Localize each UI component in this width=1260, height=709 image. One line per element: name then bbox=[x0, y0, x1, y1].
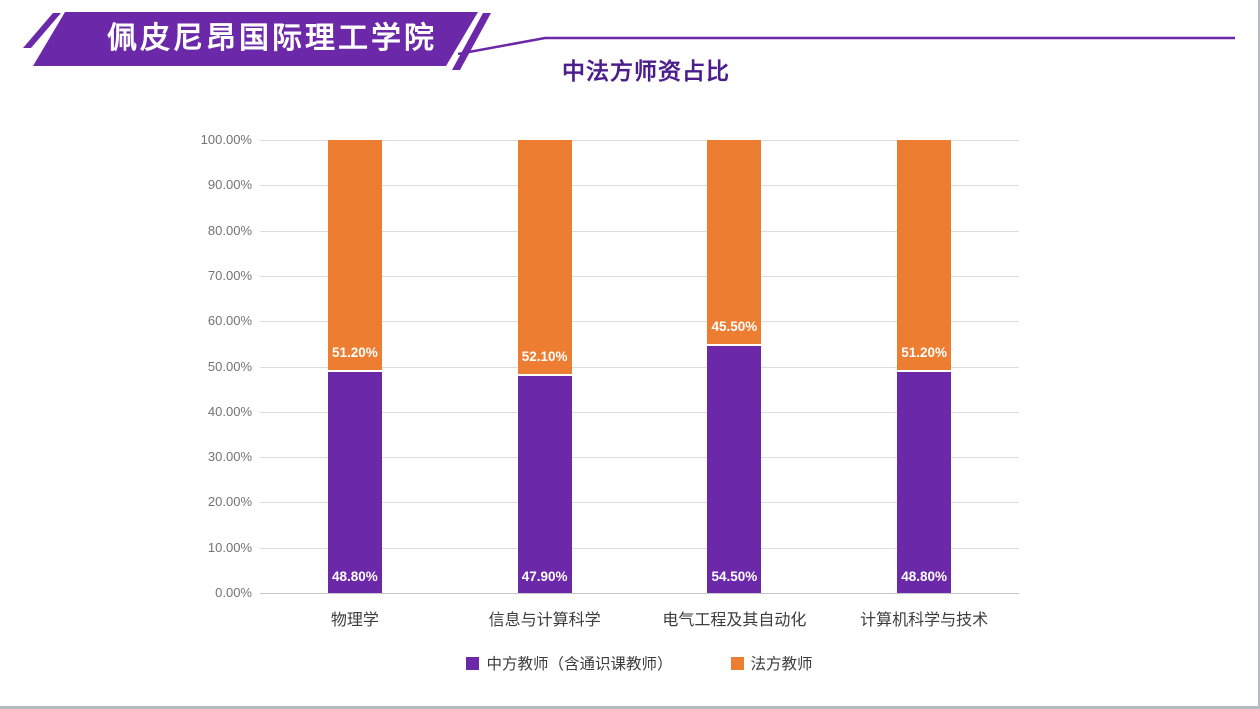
header-banner-graphic bbox=[23, 12, 1235, 70]
bar-segment-french bbox=[707, 140, 762, 345]
y-gridline bbox=[260, 321, 1019, 323]
y-axis-tick-label: 0.00% bbox=[215, 585, 252, 600]
data-label-french: 45.50% bbox=[711, 319, 758, 335]
y-gridline bbox=[260, 366, 1019, 368]
y-axis-tick-label: 20.00% bbox=[207, 494, 252, 510]
y-axis-tick-label: 80.00% bbox=[207, 222, 252, 238]
y-axis-tick-label: 10.00% bbox=[207, 539, 252, 555]
bar-segment-french bbox=[327, 140, 382, 370]
data-label-chinese: 48.80% bbox=[901, 569, 947, 584]
bar-segment-chinese bbox=[897, 371, 952, 593]
y-axis-tick-label: 100.00% bbox=[200, 132, 252, 147]
banner-right-slash bbox=[452, 13, 491, 70]
x-axis-line bbox=[260, 593, 1019, 594]
header-rule-line bbox=[457, 36, 1235, 56]
y-axis-tick-label: 60.00% bbox=[207, 313, 252, 329]
banner-shape bbox=[33, 12, 478, 66]
y-axis-tick-label: 40.00% bbox=[207, 403, 252, 419]
x-axis-category-label: 信息与计算科学 bbox=[488, 612, 601, 629]
bar-segment-chinese bbox=[707, 346, 762, 593]
legend-swatch-icon bbox=[730, 656, 744, 670]
data-label-chinese: 48.80% bbox=[331, 569, 378, 584]
chart-title: 中法方师资占比 bbox=[562, 58, 730, 84]
y-gridline bbox=[260, 502, 1019, 504]
legend-item-french-teachers: 法方教师 bbox=[730, 652, 813, 674]
data-label-chinese: 47.90% bbox=[521, 569, 568, 584]
y-axis-tick-label: 30.00% bbox=[207, 449, 252, 465]
x-axis-category-label: 电气工程及其自动化 bbox=[662, 612, 807, 629]
banner-left-slash bbox=[23, 13, 61, 48]
y-gridline bbox=[260, 230, 1019, 232]
data-label-french: 51.20% bbox=[901, 344, 947, 360]
data-label-french: 52.10% bbox=[521, 349, 568, 364]
bar-segment-chinese bbox=[327, 371, 382, 593]
y-gridline bbox=[260, 185, 1019, 187]
y-gridline bbox=[260, 457, 1019, 459]
x-axis-category-label: 计算机科学与技术 bbox=[860, 612, 989, 629]
legend-label: 中方教师（含通识课教师） bbox=[486, 656, 673, 673]
x-axis-category-label: 物理学 bbox=[330, 612, 379, 629]
legend-swatch-icon bbox=[466, 656, 480, 670]
y-axis-tick-label: 90.00% bbox=[207, 177, 252, 193]
y-gridline bbox=[260, 140, 1019, 141]
y-gridline bbox=[260, 411, 1019, 413]
y-axis-tick-label: 50.00% bbox=[207, 358, 252, 374]
data-label-french: 51.20% bbox=[331, 344, 378, 360]
school-name-banner: 佩皮尼昂国际理工学院 bbox=[107, 22, 437, 55]
y-axis-tick-label: 70.00% bbox=[207, 267, 252, 283]
chart-legend: 中方教师（含通识课教师） 法方教师 bbox=[260, 652, 1019, 674]
bar-segment-french bbox=[517, 140, 572, 374]
bar-segment-french bbox=[897, 140, 952, 370]
bar-segment-chinese bbox=[517, 376, 572, 593]
y-gridline bbox=[260, 547, 1019, 549]
legend-label: 法方教师 bbox=[750, 656, 813, 673]
data-label-chinese: 54.50% bbox=[711, 569, 758, 584]
legend-item-chinese-teachers: 中方教师（含通识课教师） bbox=[466, 652, 673, 674]
y-gridline bbox=[260, 275, 1019, 277]
